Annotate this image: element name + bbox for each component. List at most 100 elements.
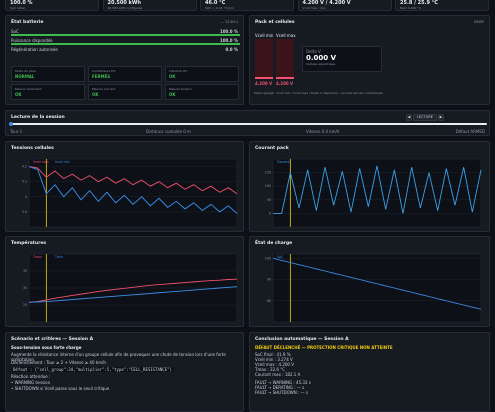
kpi-card: 100.0 % SoC initial (5, 0, 99, 11)
plot-area (272, 253, 482, 323)
row-value: 100.0 % (219, 38, 238, 43)
card-title: Pack et cellules (255, 20, 295, 25)
column-bar (255, 39, 273, 79)
timing-line: FAULT → WARNING : 45.33 s (255, 380, 311, 385)
conclusion-line: SoC final : 41.9 % (255, 352, 291, 357)
kpi-label: 20.500 kWh configurés (107, 6, 143, 10)
status-box: Interlock HV OK (165, 66, 239, 82)
conclusion-line: Vcell max : 4.200 V (255, 362, 294, 367)
y-tick-label: 100 (265, 184, 271, 188)
playback-button[interactable]: LECTURE (413, 114, 437, 121)
chart-title: Tensions cellules (11, 146, 54, 151)
column-value: 4.200 V (255, 81, 273, 86)
series-line (273, 165, 482, 214)
conclusion-line: Tmax : 32.6 °C (255, 367, 286, 372)
kpi-label: SOC > 0.01 °C/min (205, 6, 234, 10)
row-value: 100.0 % (219, 29, 238, 34)
verdict: DÉFAUT DÉCLENCHÉ — PROTECTION CRITIQUE N… (255, 345, 393, 350)
y-tick-label: 3.9 (22, 210, 27, 214)
legend-entry: Vcell max (33, 160, 49, 164)
chart: 0 50 100 150 Courant (265, 158, 482, 228)
card-title: Scénario et critères — Session A (11, 337, 94, 342)
chart: 80 90 100 SoC (265, 253, 482, 323)
playback-stat: Distance cumulée 0 m (146, 129, 191, 134)
chart-title: État de charge (255, 241, 293, 246)
legend-entry: Courant (277, 160, 290, 164)
status-label: Mesure tension (169, 87, 192, 91)
series-line (28, 166, 238, 195)
y-tick-label: 50 (267, 198, 271, 202)
chart-title: Températures (11, 241, 47, 246)
delta-box: Delta V 0.000 V Cellules équilibrées (302, 46, 382, 72)
delta-value: 0.000 V (306, 54, 336, 62)
column-value: 4.200 V (276, 81, 294, 86)
expected-item: • SHUTDOWN si Vcell passe sous le seuil … (11, 386, 110, 391)
scenario-trigger: Déclenchement : Tour ≥ 2 + Vitesse ≥ 40 … (11, 360, 106, 365)
legend-entry: Tmin (54, 255, 63, 259)
expected-title: Réaction attendue : (11, 374, 51, 379)
status-value: OK (169, 74, 176, 79)
status-box: Mode du pack NORMAL (11, 66, 85, 82)
chart: 25 30 35 Tmax Tmin (23, 253, 238, 323)
y-tick-label: 4 (25, 195, 27, 199)
conclusion-card: Conclusion automatique — Session A DÉFAU… (249, 332, 490, 412)
kpi-label: Pack 0.000 °C (400, 6, 421, 10)
conclusion-line: Vcell min : 3.274 V (255, 357, 293, 362)
playback-stat: Vitesse 0.0 km/h (306, 129, 340, 134)
kpi-value: 46.0 °C (205, 0, 226, 6)
playback-card: Lecture de la session ◀ LECTURE ▶ Tour 1 Di… (5, 110, 490, 136)
legend-entry: Tmax (32, 255, 42, 259)
chart-card: Courant pack 0 50 100 150 Courant (249, 141, 490, 232)
kpi-value: 20.500 kWh (107, 0, 141, 6)
pack-footer: Mode agrégé : Vcell min / Vcell max / De… (254, 91, 384, 95)
status-box: Mesure courant OK (88, 84, 162, 100)
y-tick-label: 35 (23, 269, 27, 273)
playback-button[interactable]: ▶ (438, 114, 444, 121)
kpi-card: 25.8 / 25.9 °C Pack 0.000 °C (395, 0, 489, 11)
status-value: OK (92, 92, 99, 97)
playback-stat: Défaut ARMED (455, 129, 485, 134)
row-label: SoC (11, 29, 19, 34)
playback-button[interactable]: ◀ (406, 114, 412, 121)
series-line (272, 257, 482, 310)
legend-entry: Vcell min (55, 160, 70, 164)
page: Dashboard { "top_cards": [ {"value": "10… (5, 0, 490, 412)
column-label: Vcell min (255, 33, 274, 38)
chart-card: État de charge 80 90 100 SoC (249, 236, 490, 327)
card-meta: BMSP (474, 20, 484, 24)
y-tick-label: 4.1 (22, 180, 27, 184)
kpi-label: Vcell max / min (302, 6, 326, 10)
status-label: Mesure isolement (15, 87, 42, 91)
status-label: Mesure courant (92, 87, 116, 91)
y-tick-label: 100 (265, 256, 271, 260)
kpi-card: 46.0 °C SOC > 0.01 °C/min (200, 0, 294, 11)
scenario-card: Scénario et critères — Session A Sous-te… (5, 332, 244, 412)
kpi-value: 25.8 / 25.9 °C (400, 0, 438, 6)
chart-card: Tensions cellules 3.9 4 4.1 4.2 Vcell max Vcel… (5, 141, 244, 232)
plot-area (28, 158, 238, 228)
row-label: Puissance disponible (11, 38, 53, 43)
status-value: NORMAL (15, 74, 35, 79)
card-meta: — 13.83 s (220, 20, 238, 24)
y-tick-label: 25 (23, 303, 27, 307)
scenario-description: Augmente la résistance interne d'un grou… (11, 352, 226, 362)
chart-card: Températures 25 30 35 Tmax Tmin (5, 236, 244, 327)
pack-card: Pack et cellules BMSP Vcell min 4.200 V Vc… (249, 15, 490, 105)
delta-label: Delta V (306, 49, 321, 54)
status-box: Mesure tension OK (165, 84, 239, 100)
slider-thumb[interactable] (9, 122, 13, 126)
column-label: Vcell max (276, 33, 296, 38)
timing-line: FAULT → SHUTDOWN : — s (255, 390, 308, 395)
playback-stat: Tour 1 (10, 129, 23, 134)
kpi-card: 20.500 kWh 20.500 kWh configurés (102, 0, 197, 11)
chart-title: Courant pack (255, 146, 289, 151)
card-title: Lecture de la session (11, 115, 65, 120)
status-label: Mode du pack (15, 69, 37, 73)
legend-entry: SoC (277, 255, 284, 259)
row-label: Régénération autorisée (11, 47, 58, 52)
playback-slider[interactable] (10, 123, 487, 125)
kpi-label: SoC initial (10, 6, 26, 10)
status-label: Interlock HV (169, 69, 188, 73)
status-box: Contacteurs HV FERMÉS (88, 66, 162, 82)
dashboard: 100.0 % SoC initial 20.500 kWh 20.500 kWh c… (5, 0, 490, 412)
